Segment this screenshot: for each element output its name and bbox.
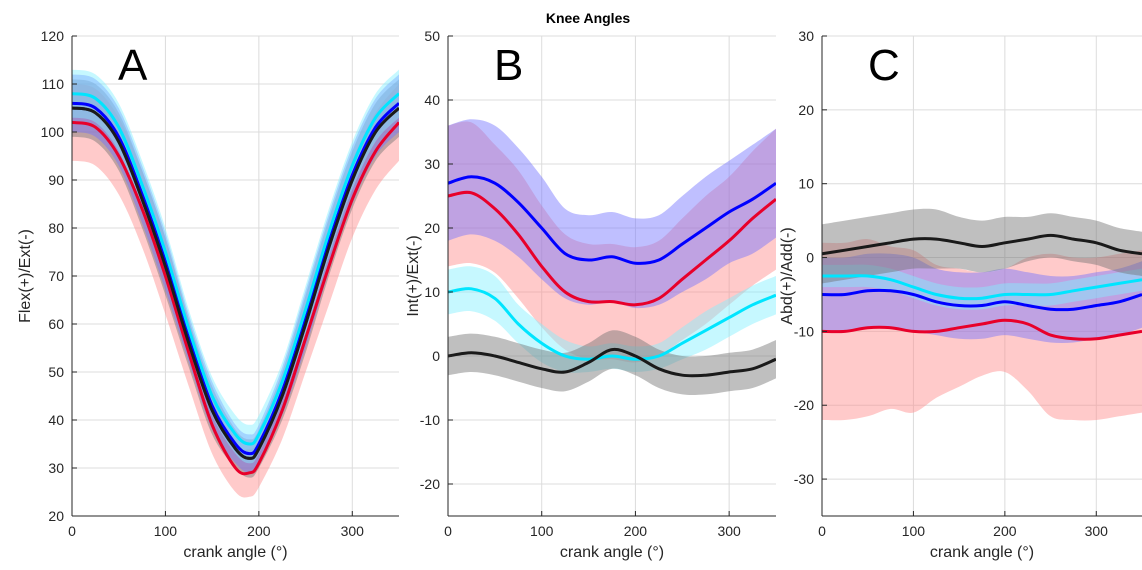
y-tick-label: 40: [424, 92, 440, 108]
sd-band-c-2: [822, 264, 1142, 310]
sd-band-b-3: [448, 330, 776, 396]
series-line-b-1: [448, 175, 776, 265]
y-tick-label: 0: [432, 348, 440, 364]
x-tick-label: 300: [1085, 523, 1109, 539]
sd-band-b-2: [448, 266, 776, 373]
y-tick-label: -10: [420, 412, 440, 428]
series-line-a-0: [72, 120, 399, 476]
sd-band-b-1: [448, 119, 776, 309]
y-tick-label: 30: [424, 156, 440, 172]
series-line-c-1: [822, 288, 1142, 312]
x-tick-label: 200: [993, 523, 1017, 539]
series-line-a-3: [72, 92, 399, 446]
y-tick-label: 80: [48, 220, 64, 236]
series-line-c-2: [822, 274, 1142, 301]
y-tick-label: 20: [48, 508, 64, 524]
x-tick-label: 100: [154, 523, 178, 539]
series-line-c-0: [822, 318, 1142, 341]
x-tick-label: 300: [717, 523, 741, 539]
y-tick-label: 120: [41, 28, 65, 44]
panel-label: C: [868, 41, 900, 90]
y-tick-label: 50: [424, 28, 440, 44]
y-tick-label: -20: [794, 397, 814, 413]
x-axis-label: crank angle (°): [560, 544, 664, 561]
y-tick-label: 70: [48, 268, 64, 284]
x-tick-label: 200: [624, 523, 648, 539]
x-tick-label: 0: [444, 523, 452, 539]
sd-band-a-0: [72, 84, 399, 498]
y-tick-label: 0: [806, 250, 814, 266]
y-tick-label: 30: [48, 460, 64, 476]
y-tick-label: 30: [798, 28, 814, 44]
x-axis-label: crank angle (°): [930, 544, 1034, 561]
y-tick-label: 20: [798, 102, 814, 118]
y-tick-label: 60: [48, 316, 64, 332]
y-tick-label: 50: [48, 364, 64, 380]
series-line-b-2: [448, 287, 776, 361]
y-tick-label: -30: [794, 471, 814, 487]
x-tick-label: 0: [818, 523, 826, 539]
sd-band-a-1: [72, 79, 399, 478]
x-tick-label: 0: [68, 523, 76, 539]
y-tick-label: 40: [48, 412, 64, 428]
plot-area: [448, 119, 776, 396]
y-tick-label: 110: [42, 76, 65, 92]
x-tick-label: 200: [247, 523, 271, 539]
panel-label: A: [118, 41, 148, 90]
y-tick-label: 20: [424, 220, 440, 236]
figure-title: Knee Angles: [546, 10, 630, 26]
panel-b: 0 100 200 300 -20 -10 0 10 20 30 40 50 crank angle (…: [405, 28, 776, 561]
y-axis-label: Abd(+)/Add(-): [779, 227, 796, 324]
y-tick-label: 100: [41, 124, 65, 140]
series-line-b-3: [448, 347, 776, 378]
x-tick-label: 300: [341, 523, 365, 539]
x-tick-label: 100: [902, 523, 926, 539]
y-axis-label: Flex(+)/Ext(-): [17, 229, 34, 323]
x-tick-label: 100: [530, 523, 554, 539]
panel-c: 0 100 200 300 -30 -20 -10 0 10 20 30 crank angle (°…: [779, 28, 1142, 561]
y-axis-label: Int(+)/Ext(-): [405, 235, 422, 316]
y-tick-label: -10: [794, 323, 814, 339]
x-axis-label: crank angle (°): [183, 544, 287, 561]
series-line-b-0: [448, 190, 776, 307]
y-tick-label: 90: [48, 172, 64, 188]
series-line-a-2: [72, 101, 399, 456]
y-tick-label: 10: [424, 284, 440, 300]
sd-band-a-2: [72, 74, 399, 473]
y-tick-label: -20: [420, 476, 440, 492]
panel-a: 0 100 200 300 20 30 40 50 60 70 80 90 100 110 120 crank…: [17, 28, 399, 561]
y-tick-label: 10: [798, 176, 814, 192]
plot-area: [822, 208, 1142, 421]
series-line-c-3: [822, 233, 1142, 256]
plot-area: [72, 69, 399, 498]
series-line-a-4: [72, 106, 399, 460]
sd-band-b-0: [448, 121, 776, 363]
panel-label: B: [494, 41, 523, 90]
